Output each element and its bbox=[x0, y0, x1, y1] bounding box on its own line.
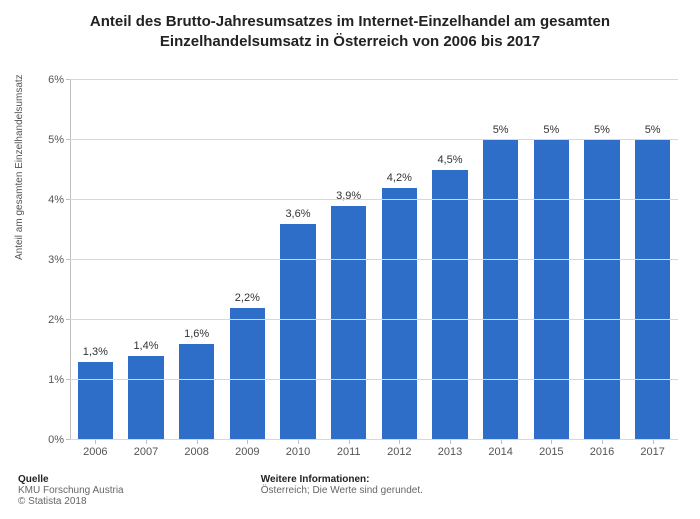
bar: 5% bbox=[584, 140, 619, 440]
chart-title: Anteil des Brutto-Jahresumsatzes im Inte… bbox=[0, 0, 700, 53]
x-tick-mark bbox=[399, 440, 400, 444]
x-tick-label: 2017 bbox=[627, 446, 678, 458]
bar: 3,6% bbox=[280, 224, 315, 440]
x-tick-mark bbox=[349, 440, 350, 444]
y-axis-label: Anteil am gesamten Einzelhandelsumsatz bbox=[14, 74, 25, 260]
source-line: KMU Forschung Austria bbox=[18, 485, 258, 496]
y-tick-mark bbox=[66, 259, 70, 260]
grid-line bbox=[70, 79, 678, 80]
bar-slot: 5%2017 bbox=[627, 80, 678, 440]
grid-line bbox=[70, 379, 678, 380]
bar-value-label: 5% bbox=[534, 124, 569, 136]
y-tick-label: 0% bbox=[48, 434, 64, 446]
grid-line bbox=[70, 199, 678, 200]
x-tick-mark bbox=[653, 440, 654, 444]
bar-value-label: 5% bbox=[635, 124, 670, 136]
x-tick-mark bbox=[95, 440, 96, 444]
bar: 5% bbox=[534, 140, 569, 440]
y-tick-label: 3% bbox=[48, 254, 64, 266]
y-tick-label: 5% bbox=[48, 134, 64, 146]
bar-slot: 1,4%2007 bbox=[121, 80, 172, 440]
x-tick-label: 2013 bbox=[425, 446, 476, 458]
x-tick-mark bbox=[602, 440, 603, 444]
bar: 5% bbox=[635, 140, 670, 440]
bar-value-label: 1,4% bbox=[128, 340, 163, 352]
bar-slot: 3,6%2010 bbox=[273, 80, 324, 440]
bar-value-label: 5% bbox=[483, 124, 518, 136]
bar-slot: 4,2%2012 bbox=[374, 80, 425, 440]
bar-slot: 5%2016 bbox=[577, 80, 628, 440]
grid-line bbox=[70, 259, 678, 260]
bar: 3,9% bbox=[331, 206, 366, 440]
grid-line bbox=[70, 139, 678, 140]
x-tick-mark bbox=[298, 440, 299, 444]
x-tick-label: 2012 bbox=[374, 446, 425, 458]
x-tick-label: 2008 bbox=[171, 446, 222, 458]
bar: 1,4% bbox=[128, 356, 163, 440]
bar-value-label: 4,5% bbox=[432, 154, 467, 166]
bar-slot: 2,2%2009 bbox=[222, 80, 273, 440]
info-line: Österreich; Die Werte sind gerundet. bbox=[261, 485, 423, 496]
bar-value-label: 1,3% bbox=[78, 346, 113, 358]
bar-value-label: 3,6% bbox=[280, 208, 315, 220]
bar: 1,3% bbox=[78, 362, 113, 440]
bar: 4,5% bbox=[432, 170, 467, 440]
y-tick-label: 2% bbox=[48, 314, 64, 326]
plot-area: 1,3%20061,4%20071,6%20082,2%20093,6%2010… bbox=[70, 80, 678, 440]
bar-value-label: 1,6% bbox=[179, 328, 214, 340]
x-tick-label: 2010 bbox=[273, 446, 324, 458]
bars-group: 1,3%20061,4%20071,6%20082,2%20093,6%2010… bbox=[70, 80, 678, 440]
bar-value-label: 2,2% bbox=[230, 292, 265, 304]
y-tick-label: 1% bbox=[48, 374, 64, 386]
y-tick-label: 4% bbox=[48, 194, 64, 206]
x-tick-label: 2015 bbox=[526, 446, 577, 458]
y-tick-mark bbox=[66, 439, 70, 440]
bar: 2,2% bbox=[230, 308, 265, 440]
copyright-line: © Statista 2018 bbox=[18, 496, 258, 507]
bar-slot: 4,5%2013 bbox=[425, 80, 476, 440]
x-tick-mark bbox=[197, 440, 198, 444]
y-tick-label: 6% bbox=[48, 74, 64, 86]
grid-line bbox=[70, 319, 678, 320]
x-tick-mark bbox=[551, 440, 552, 444]
bar-slot: 5%2014 bbox=[475, 80, 526, 440]
bar: 4,2% bbox=[382, 188, 417, 440]
info-header: Weitere Informationen: bbox=[261, 474, 423, 485]
x-tick-mark bbox=[501, 440, 502, 444]
y-tick-mark bbox=[66, 79, 70, 80]
y-tick-mark bbox=[66, 379, 70, 380]
bar-value-label: 4,2% bbox=[382, 172, 417, 184]
x-tick-mark bbox=[247, 440, 248, 444]
grid-line bbox=[70, 439, 678, 440]
x-tick-mark bbox=[146, 440, 147, 444]
bar-value-label: 5% bbox=[584, 124, 619, 136]
x-tick-label: 2009 bbox=[222, 446, 273, 458]
x-tick-label: 2007 bbox=[121, 446, 172, 458]
x-tick-label: 2016 bbox=[577, 446, 628, 458]
y-tick-mark bbox=[66, 139, 70, 140]
x-tick-label: 2014 bbox=[475, 446, 526, 458]
bar-slot: 5%2015 bbox=[526, 80, 577, 440]
bar-slot: 1,3%2006 bbox=[70, 80, 121, 440]
y-tick-mark bbox=[66, 319, 70, 320]
x-tick-label: 2006 bbox=[70, 446, 121, 458]
bar-slot: 3,9%2011 bbox=[323, 80, 374, 440]
x-tick-label: 2011 bbox=[323, 446, 374, 458]
bar: 1,6% bbox=[179, 344, 214, 440]
bar: 5% bbox=[483, 140, 518, 440]
bar-value-label: 3,9% bbox=[331, 190, 366, 202]
y-tick-mark bbox=[66, 199, 70, 200]
bar-slot: 1,6%2008 bbox=[171, 80, 222, 440]
chart-container: Anteil des Brutto-Jahresumsatzes im Inte… bbox=[0, 0, 700, 519]
x-tick-mark bbox=[450, 440, 451, 444]
source-header: Quelle bbox=[18, 474, 258, 485]
chart-footer: Quelle KMU Forschung Austria © Statista … bbox=[18, 474, 682, 507]
